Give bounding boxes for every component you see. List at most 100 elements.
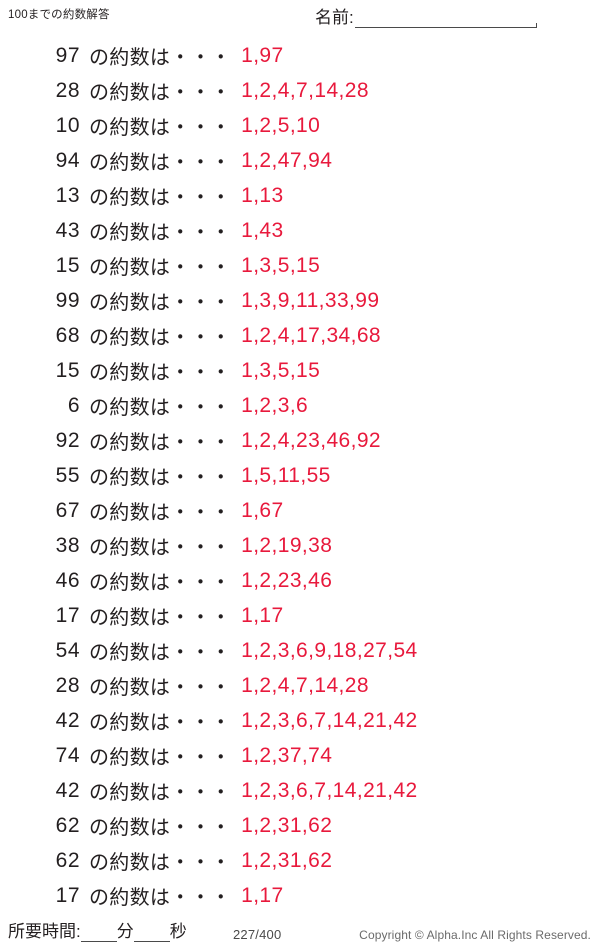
elapsed-time-block: 所要時間: 分 秒 <box>8 922 187 942</box>
seconds-unit-label: 秒 <box>169 922 187 941</box>
problem-answer: 1,2,4,17,34,68 <box>241 323 381 347</box>
problem-row: 94 の約数は・・・ 1,2,47,94 <box>0 143 600 178</box>
problem-row: 10 の約数は・・・ 1,2,5,10 <box>0 108 600 143</box>
problem-answer: 1,3,5,15 <box>241 358 321 382</box>
problem-phrase: の約数は・・・ <box>89 852 232 874</box>
problem-number: 55 <box>55 463 80 487</box>
problem-row: 17 の約数は・・・ 1,17 <box>0 598 600 633</box>
problem-phrase: の約数は・・・ <box>89 117 232 139</box>
problem-phrase: の約数は・・・ <box>89 642 232 664</box>
problem-row: 92 の約数は・・・ 1,2,4,23,46,92 <box>0 423 600 458</box>
problem-row: 43 の約数は・・・ 1,43 <box>0 213 600 248</box>
problem-phrase: の約数は・・・ <box>89 222 232 244</box>
problem-row: 38 の約数は・・・ 1,2,19,38 <box>0 528 600 563</box>
problem-number: 94 <box>55 148 80 172</box>
problem-row: 15 の約数は・・・ 1,3,5,15 <box>0 248 600 283</box>
problem-number: 28 <box>55 673 80 697</box>
problem-answer: 1,2,47,94 <box>241 148 333 172</box>
problem-answer: 1,2,3,6,9,18,27,54 <box>241 638 418 662</box>
problem-phrase: の約数は・・・ <box>89 887 232 909</box>
problem-row: 28 の約数は・・・ 1,2,4,7,14,28 <box>0 73 600 108</box>
problem-answer: 1,2,4,23,46,92 <box>241 428 381 452</box>
problem-row: 99 の約数は・・・ 1,3,9,11,33,99 <box>0 283 600 318</box>
problem-row: 67 の約数は・・・ 1,67 <box>0 493 600 528</box>
problem-number: 10 <box>55 113 80 137</box>
problem-number: 92 <box>55 428 80 452</box>
problem-number: 54 <box>55 638 80 662</box>
problem-phrase: の約数は・・・ <box>89 502 232 524</box>
problem-number: 42 <box>55 708 80 732</box>
problem-row: 13 の約数は・・・ 1,13 <box>0 178 600 213</box>
seconds-input-rule[interactable] <box>133 923 170 942</box>
problem-phrase: の約数は・・・ <box>89 82 232 104</box>
problem-number: 62 <box>55 813 80 837</box>
problem-number: 99 <box>55 288 80 312</box>
problem-phrase: の約数は・・・ <box>89 572 232 594</box>
problem-row: 55 の約数は・・・ 1,5,11,55 <box>0 458 600 493</box>
worksheet-footer: 所要時間: 分 秒 227/400 Copyright © Alpha.Inc … <box>0 916 600 952</box>
problem-number: 68 <box>55 323 80 347</box>
problem-phrase: の約数は・・・ <box>89 292 232 314</box>
problem-phrase: の約数は・・・ <box>89 677 232 699</box>
problem-phrase: の約数は・・・ <box>89 397 232 419</box>
problem-number: 17 <box>55 603 80 627</box>
problem-row: 74 の約数は・・・ 1,2,37,74 <box>0 738 600 773</box>
problem-answer: 1,2,31,62 <box>241 848 333 872</box>
problem-number: 6 <box>67 393 80 417</box>
problem-answer: 1,2,4,7,14,28 <box>241 673 369 697</box>
problem-phrase: の約数は・・・ <box>89 782 232 804</box>
problem-phrase: の約数は・・・ <box>89 712 232 734</box>
minutes-input-rule[interactable] <box>80 923 117 942</box>
name-field-block: 名前: <box>315 8 537 28</box>
problem-row: 15 の約数は・・・ 1,3,5,15 <box>0 353 600 388</box>
problem-number: 28 <box>55 78 80 102</box>
problem-answer: 1,43 <box>241 218 284 242</box>
problem-answer: 1,2,3,6 <box>241 393 309 417</box>
problem-phrase: の約数は・・・ <box>89 467 232 489</box>
copyright-notice: Copyright © Alpha.Inc All Rights Reserve… <box>359 928 591 942</box>
problem-phrase: の約数は・・・ <box>89 747 232 769</box>
problem-phrase: の約数は・・・ <box>89 152 232 174</box>
elapsed-time-label: 所要時間: <box>8 922 81 941</box>
minutes-unit-label: 分 <box>116 922 134 941</box>
problem-number: 97 <box>55 43 80 67</box>
problem-answer: 1,97 <box>241 43 284 67</box>
problem-phrase: の約数は・・・ <box>89 537 232 559</box>
problem-answer: 1,13 <box>241 183 284 207</box>
problem-number: 38 <box>55 533 80 557</box>
problem-row: 54 の約数は・・・ 1,2,3,6,9,18,27,54 <box>0 633 600 668</box>
problem-answer: 1,3,9,11,33,99 <box>241 288 380 312</box>
problem-phrase: の約数は・・・ <box>89 187 232 209</box>
problem-answer: 1,17 <box>241 883 284 907</box>
page-title: 100までの約数解答 <box>8 9 110 21</box>
problem-list: 97 の約数は・・・ 1,97 28 の約数は・・・ 1,2,4,7,14,28 10 の約数… <box>0 38 600 913</box>
problem-row: 42 の約数は・・・ 1,2,3,6,7,14,21,42 <box>0 703 600 738</box>
problem-phrase: の約数は・・・ <box>89 817 232 839</box>
problem-phrase: の約数は・・・ <box>89 47 232 69</box>
problem-answer: 1,3,5,15 <box>241 253 321 277</box>
problem-number: 67 <box>55 498 80 522</box>
problem-row: 62 の約数は・・・ 1,2,31,62 <box>0 843 600 878</box>
worksheet-header: 100までの約数解答 名前: <box>0 0 600 38</box>
problem-row: 62 の約数は・・・ 1,2,31,62 <box>0 808 600 843</box>
problem-answer: 1,2,3,6,7,14,21,42 <box>241 778 418 802</box>
name-label: 名前: <box>315 8 354 27</box>
problem-number: 17 <box>55 883 80 907</box>
problem-answer: 1,2,23,46 <box>241 568 333 592</box>
name-input-rule[interactable] <box>354 9 537 28</box>
problem-number: 62 <box>55 848 80 872</box>
problem-phrase: の約数は・・・ <box>89 257 232 279</box>
problem-row: 28 の約数は・・・ 1,2,4,7,14,28 <box>0 668 600 703</box>
problem-answer: 1,2,37,74 <box>241 743 333 767</box>
problem-phrase: の約数は・・・ <box>89 327 232 349</box>
problem-phrase: の約数は・・・ <box>89 362 232 384</box>
problem-answer: 1,67 <box>241 498 284 522</box>
problem-row: 46 の約数は・・・ 1,2,23,46 <box>0 563 600 598</box>
problem-number: 43 <box>55 218 80 242</box>
problem-row: 97 の約数は・・・ 1,97 <box>0 38 600 73</box>
problem-row: 42 の約数は・・・ 1,2,3,6,7,14,21,42 <box>0 773 600 808</box>
problem-phrase: の約数は・・・ <box>89 607 232 629</box>
problem-row: 6 の約数は・・・ 1,2,3,6 <box>0 388 600 423</box>
problem-answer: 1,17 <box>241 603 284 627</box>
problem-row: 68 の約数は・・・ 1,2,4,17,34,68 <box>0 318 600 353</box>
